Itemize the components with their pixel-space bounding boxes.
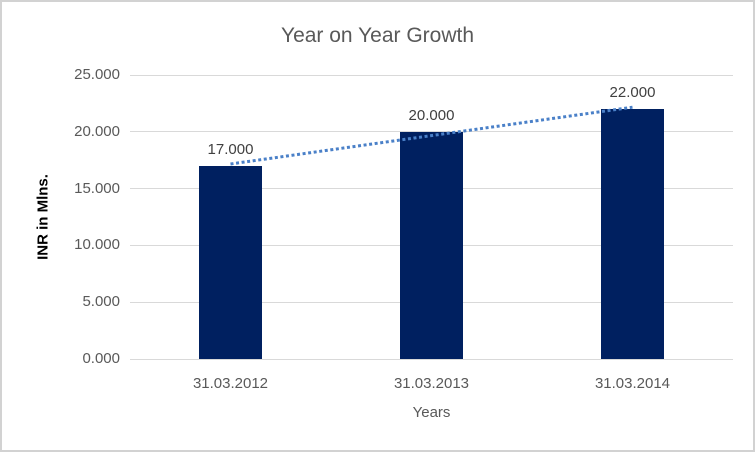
bar — [199, 165, 262, 359]
y-tick-label: 15.000 — [74, 179, 120, 197]
y-tick-label: 0.000 — [82, 350, 120, 367]
gridline — [130, 358, 733, 360]
bar — [400, 131, 463, 359]
bar — [601, 109, 664, 359]
chart-title: Year on Year Growth — [280, 24, 475, 47]
data-label: 17.000 — [207, 140, 254, 158]
data-label: 22.000 — [609, 84, 656, 102]
gridline — [130, 74, 733, 76]
y-tick-label: 10.000 — [74, 236, 120, 254]
y-tick-label: 5.000 — [82, 293, 120, 311]
y-tick-label: 25.000 — [74, 66, 120, 83]
y-tick-label: 20.000 — [74, 122, 120, 140]
x-tick-label: 31.03.2014 — [594, 375, 671, 392]
x-axis-title: Years — [412, 404, 451, 421]
data-label: 20.000 — [408, 106, 455, 124]
x-tick-label: 31.03.2012 — [192, 375, 269, 392]
x-tick-label: 31.03.2013 — [393, 375, 470, 392]
